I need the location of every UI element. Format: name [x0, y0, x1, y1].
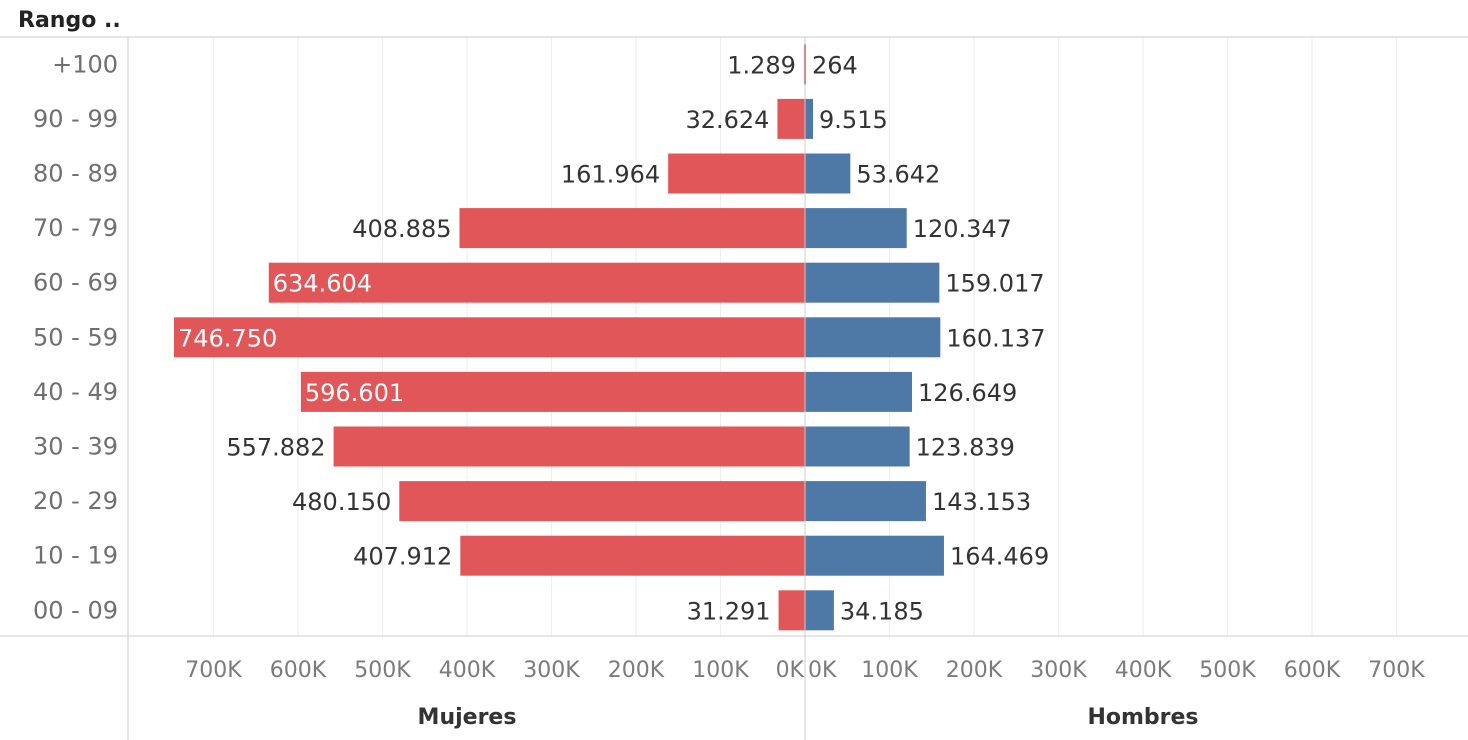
- mujeres-axis-title: Mujeres: [418, 705, 517, 730]
- bar-mujeres: [460, 535, 805, 576]
- tick-label-mujeres: 600K: [270, 658, 327, 683]
- bars-layer: [173, 44, 944, 631]
- tick-label-hombres: 0K: [808, 658, 837, 683]
- value-label-hombres: 164.469: [950, 543, 1049, 571]
- value-label-mujeres: 407.912: [353, 543, 452, 571]
- value-label-mujeres: 408.885: [352, 215, 451, 243]
- bar-mujeres: [399, 481, 805, 522]
- value-label-mujeres: 634.604: [273, 270, 372, 298]
- bar-mujeres: [778, 590, 805, 631]
- bar-hombres: [805, 590, 834, 631]
- age-range-label: 10 - 19: [33, 542, 118, 570]
- value-label-hombres: 120.347: [913, 215, 1012, 243]
- value-label-mujeres: 31.291: [687, 597, 771, 625]
- value-label-hombres: 143.153: [932, 488, 1031, 516]
- age-range-label: 80 - 89: [33, 160, 118, 188]
- bar-hombres: [805, 371, 913, 412]
- tick-label-hombres: 600K: [1284, 658, 1341, 683]
- bar-hombres: [805, 208, 907, 249]
- age-range-label: 30 - 39: [33, 433, 118, 461]
- value-label-hombres: 123.839: [916, 434, 1015, 462]
- hombres-axis-title: Hombres: [1087, 705, 1198, 730]
- age-range-label: 50 - 59: [33, 323, 118, 351]
- age-range-label: +100: [52, 50, 118, 78]
- row-field-header: Rango ..: [18, 8, 121, 33]
- bar-mujeres: [668, 153, 805, 194]
- bar-hombres: [805, 153, 851, 194]
- value-label-hombres: 34.185: [840, 597, 924, 625]
- age-range-label: 00 - 09: [33, 596, 118, 624]
- bar-hombres: [805, 317, 941, 358]
- tick-label-hombres: 500K: [1199, 658, 1256, 683]
- value-label-hombres: 159.017: [945, 270, 1044, 298]
- tick-label-mujeres: 300K: [523, 658, 580, 683]
- value-label-mujeres: 480.150: [292, 488, 391, 516]
- tick-label-mujeres: 0K: [776, 658, 805, 683]
- age-range-label: 20 - 29: [33, 487, 118, 515]
- labels-layer: +100 1.289 264 90 - 99 32.624 9.515 80 - 89 161…: [33, 50, 1049, 625]
- tick-label-hombres: 300K: [1030, 658, 1087, 683]
- tick-label-mujeres: 200K: [608, 658, 665, 683]
- value-label-hombres: 53.642: [856, 161, 940, 189]
- value-label-mujeres: 32.624: [685, 106, 769, 134]
- age-range-label: 70 - 79: [33, 214, 118, 242]
- axes-layer: 0K 0K 100K 100K 200K 200K 300K 300K 400K 400K 500K…: [0, 36, 1468, 740]
- bar-hombres: [805, 98, 814, 139]
- bar-mujeres: [459, 208, 805, 249]
- bar-hombres: [805, 262, 940, 303]
- bar-mujeres: [333, 426, 805, 467]
- value-label-mujeres: 1.289: [727, 51, 796, 79]
- bar-mujeres: [268, 262, 805, 303]
- bar-mujeres: [173, 317, 806, 358]
- bar-mujeres: [803, 44, 805, 85]
- tick-label-hombres: 400K: [1115, 658, 1172, 683]
- tick-label-hombres: 200K: [946, 658, 1003, 683]
- bar-mujeres: [300, 371, 805, 412]
- value-label-mujeres: 161.964: [561, 161, 660, 189]
- value-label-hombres: 9.515: [819, 106, 888, 134]
- value-label-hombres: 160.137: [946, 324, 1045, 352]
- bar-hombres: [805, 481, 926, 522]
- value-label-hombres: 126.649: [918, 379, 1017, 407]
- tick-label-mujeres: 700K: [185, 658, 242, 683]
- tick-label-mujeres: 500K: [354, 658, 411, 683]
- value-label-hombres: 264: [812, 51, 858, 79]
- tick-label-mujeres: 100K: [692, 658, 749, 683]
- bar-hombres: [805, 426, 910, 467]
- value-label-mujeres: 746.750: [178, 324, 277, 352]
- bar-mujeres: [777, 98, 805, 139]
- age-range-label: 60 - 69: [33, 269, 118, 297]
- value-label-mujeres: 596.601: [305, 379, 404, 407]
- age-range-label: 40 - 49: [33, 378, 118, 406]
- tick-label-hombres: 100K: [861, 658, 918, 683]
- tick-label-hombres: 700K: [1368, 658, 1425, 683]
- bar-hombres: [805, 535, 944, 576]
- tick-label-mujeres: 400K: [439, 658, 496, 683]
- age-range-label: 90 - 99: [33, 105, 118, 133]
- value-label-mujeres: 557.882: [226, 434, 325, 462]
